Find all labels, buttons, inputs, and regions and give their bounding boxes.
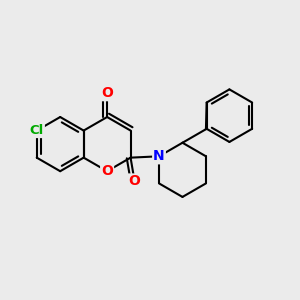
Text: O: O bbox=[101, 164, 113, 178]
Text: Cl: Cl bbox=[30, 124, 44, 137]
Text: N: N bbox=[153, 149, 165, 163]
Text: O: O bbox=[101, 86, 113, 100]
Text: O: O bbox=[129, 175, 141, 188]
